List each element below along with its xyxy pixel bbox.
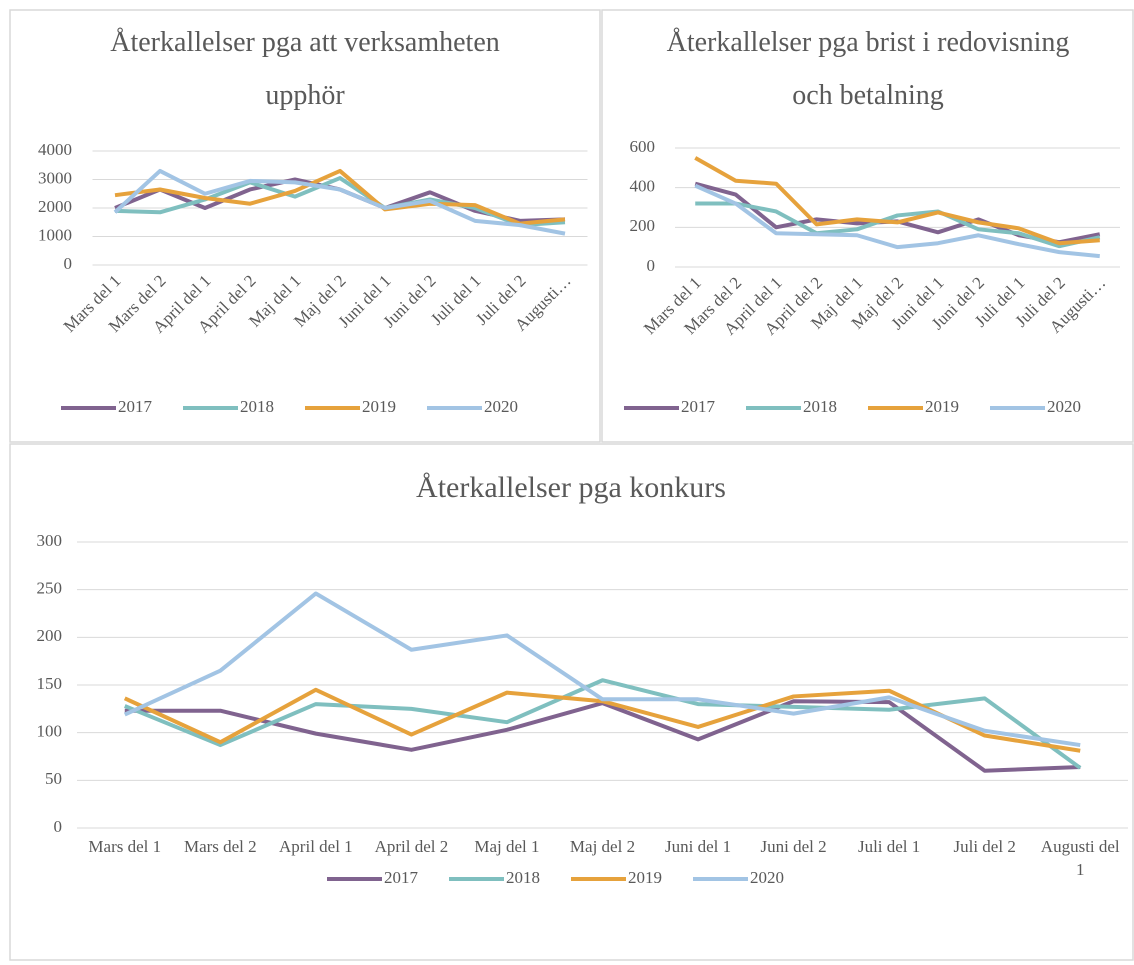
y-tick-label: 250 [37,579,63,598]
y-tick-label: 2000 [38,197,72,216]
legend-label: 2020 [1047,397,1081,416]
series-line [113,168,566,236]
legend-label: 2017 [384,868,419,887]
legend-label: 2018 [803,397,837,416]
series-line [694,183,1100,259]
x-tick-label: Maj del 1 [474,837,539,856]
y-tick-label: 4000 [38,140,72,159]
x-tick-label: Juli del 2 [954,837,1016,856]
x-tick-label: April del 1 [279,837,353,856]
series-line [123,591,1081,748]
chart-title: Återkallelser pga konkurs [416,471,726,504]
series-line [695,201,1101,249]
y-tick-label: 0 [54,817,63,836]
series-line [114,176,566,228]
y-tick-label: 100 [37,722,63,741]
y-tick-label: 200 [630,216,656,235]
legend-label: 2019 [362,397,396,416]
x-tick-label: Augusti del 1 [1041,837,1120,879]
series-line [114,168,566,226]
y-tick-label: 400 [630,177,656,196]
x-tick-label: April del 2 [375,837,449,856]
legend-label: 2018 [240,397,274,416]
y-tick-label: 0 [64,254,73,273]
x-tick-label: Juni del 1 [665,837,731,856]
chart-title: Återkallelser pga att verksamheten upphör [110,27,500,111]
y-tick-label: 50 [45,769,62,788]
x-tick-label: Mars del 1 [88,837,161,856]
x-tick-label: Juni del 2 [761,837,827,856]
y-tick-label: 0 [647,256,656,275]
chart-title: Återkallelser pga brist i redovisning och… [667,27,1070,111]
legend-label: 2019 [925,397,959,416]
x-tick-label: Maj del 2 [570,837,635,856]
y-tick-label: 300 [37,531,63,550]
panel [9,9,601,443]
legend-label: 2017 [118,397,153,416]
legend-label: 2018 [506,868,540,887]
legend-label: 2020 [484,397,518,416]
y-tick-label: 600 [630,137,656,156]
x-tick-label: Mars del 2 [184,837,257,856]
legend-label: 2019 [628,868,662,887]
y-tick-label: 150 [37,674,63,693]
legend-label: 2017 [681,397,716,416]
y-tick-label: 3000 [38,168,72,187]
legend-label: 2020 [750,868,784,887]
x-tick-label: Juli del 1 [858,837,920,856]
y-tick-label: 200 [37,626,63,645]
y-tick-label: 1000 [38,225,72,244]
series-line [694,156,1100,246]
